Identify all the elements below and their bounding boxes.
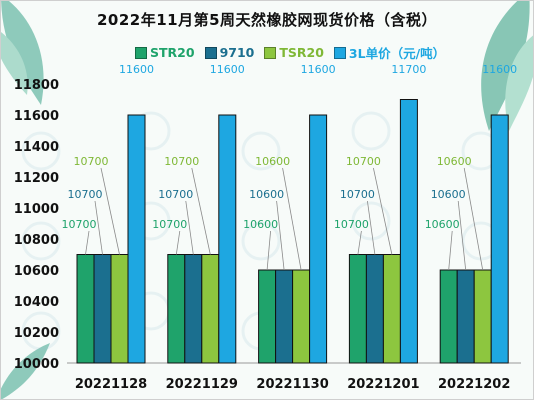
bar <box>348 254 367 364</box>
label-leader-line <box>94 200 103 255</box>
x-tick-label: 20221201 <box>347 377 419 392</box>
data-label: 10700 <box>62 218 97 231</box>
leaf-decoration-left-icon <box>1 1 44 105</box>
y-tick-label: 11600 <box>14 109 59 124</box>
chart-legend: STR20 9710 TSR20 3L单价（元/吨） <box>135 43 445 62</box>
bar <box>93 254 112 364</box>
data-label: 11700 <box>391 63 426 76</box>
label-leader-line <box>175 230 181 255</box>
data-label: 10700 <box>68 188 103 201</box>
data-label: 11600 <box>119 63 154 76</box>
y-tick-label: 10600 <box>14 264 59 279</box>
label-leader-line <box>276 200 285 271</box>
bar <box>309 114 328 364</box>
bar <box>365 254 384 364</box>
bar <box>473 269 492 364</box>
bar <box>110 254 129 364</box>
data-label: 11600 <box>482 63 517 76</box>
label-leader-line <box>100 167 120 255</box>
label-leader-line <box>282 167 302 271</box>
data-label: 10600 <box>249 188 284 201</box>
label-leader-line <box>191 167 211 255</box>
legend-swatch <box>204 46 217 59</box>
label-leader-line <box>266 230 271 271</box>
label-leader-line <box>357 230 362 255</box>
legend-swatch <box>135 46 147 59</box>
y-tick-label: 10200 <box>14 326 59 341</box>
legend-label: 3L单价（元/吨） <box>348 46 446 61</box>
y-tick-label: 10800 <box>14 233 59 248</box>
bar <box>490 114 509 364</box>
legend-swatch <box>333 46 346 59</box>
data-label: 10700 <box>74 155 109 168</box>
bar <box>439 269 458 364</box>
x-tick-label: 20221129 <box>166 377 238 392</box>
bar <box>456 269 475 364</box>
data-label: 10700 <box>334 218 369 231</box>
leaf-decoration-bottom-left-icon <box>1 343 50 399</box>
y-tick-label: 10400 <box>14 295 59 310</box>
leaf-decoration-right-icon <box>481 1 533 131</box>
y-tick-label: 11800 <box>14 78 59 93</box>
data-label: 10600 <box>255 155 290 168</box>
x-tick-label: 20221128 <box>75 377 147 392</box>
legend-item: 3L单价（元/吨） <box>333 43 446 62</box>
label-leader-line <box>85 230 90 255</box>
bar <box>167 254 186 364</box>
data-label: 10600 <box>243 218 278 231</box>
label-leader-line <box>457 200 467 271</box>
legend-item: STR20 <box>135 45 195 60</box>
legend-item: TSR20 <box>264 45 324 60</box>
bar <box>382 254 401 364</box>
bar <box>127 114 146 364</box>
y-tick-label: 11000 <box>14 202 59 217</box>
chart-title: 2022年11月第5周天然橡胶网现货价格（含税） <box>96 11 438 29</box>
label-leader-line <box>367 200 376 255</box>
data-label: 10700 <box>158 188 193 201</box>
bar <box>218 114 237 364</box>
legend-label: TSR20 <box>279 45 324 60</box>
data-label: 10600 <box>437 155 472 168</box>
label-leader-line <box>448 230 453 271</box>
bar <box>184 254 203 364</box>
data-label: 11600 <box>210 63 245 76</box>
label-leader-line <box>185 200 194 255</box>
y-tick-label: 10000 <box>14 357 59 372</box>
legend-item: 9710 <box>204 45 255 60</box>
data-label: 11600 <box>301 63 336 76</box>
bar <box>399 99 418 364</box>
y-tick-label: 11200 <box>14 171 59 186</box>
data-label: 10700 <box>152 218 187 231</box>
y-tick-label: 11400 <box>14 140 59 155</box>
bar <box>292 269 311 364</box>
label-leader-line <box>463 167 484 271</box>
data-label: 10600 <box>431 188 466 201</box>
bar <box>258 269 277 364</box>
data-label: 10600 <box>425 218 460 231</box>
x-tick-label: 20221130 <box>256 377 328 392</box>
bar <box>275 269 294 364</box>
data-label: 10700 <box>346 155 381 168</box>
x-tick-label: 20221202 <box>438 377 510 392</box>
legend-label: STR20 <box>150 45 195 60</box>
bar <box>76 254 95 364</box>
legend-swatch <box>264 46 277 59</box>
data-label: 10700 <box>340 188 375 201</box>
bar <box>201 254 220 364</box>
data-label: 10700 <box>164 155 199 168</box>
legend-label: 9710 <box>219 45 255 60</box>
label-leader-line <box>373 167 393 255</box>
